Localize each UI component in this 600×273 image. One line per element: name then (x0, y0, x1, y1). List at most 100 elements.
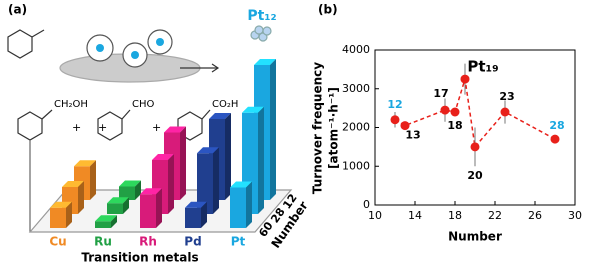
x-tick-label: 26 (528, 209, 542, 222)
x-tick-label: 10 (368, 209, 382, 222)
bar-side (90, 160, 96, 200)
point-label: 28 (549, 119, 564, 132)
bar (185, 201, 207, 228)
bar-top (107, 197, 129, 204)
bar-top (185, 201, 207, 208)
cluster (96, 44, 104, 52)
plus: + (152, 121, 161, 134)
bar-top (119, 180, 141, 187)
panel-label: (b) (318, 3, 338, 17)
x-tick-label: 18 (448, 209, 462, 222)
bar-front (107, 203, 123, 214)
annotation: Pt₁₉ (467, 58, 498, 76)
toluene (7, 29, 33, 59)
bar-top (230, 181, 252, 188)
bar-top (140, 188, 162, 195)
bar-side (213, 147, 219, 214)
x-label: Transition metals (81, 251, 198, 265)
product-label: CH₂OH (54, 99, 88, 110)
bar (119, 180, 141, 200)
bar-side (123, 197, 129, 214)
bar (107, 197, 129, 214)
y-tick-label: 0 (363, 198, 370, 211)
bar-top (62, 181, 84, 187)
x-tick-label: Pt (231, 235, 246, 249)
point (500, 107, 510, 117)
bar-side (225, 113, 231, 200)
point (550, 134, 560, 144)
bar-side (246, 181, 252, 228)
bar-front (185, 207, 201, 228)
line (394, 78, 556, 149)
methyl (31, 29, 45, 38)
x-label: Number (448, 230, 502, 244)
x-tick-label: 14 (408, 209, 422, 222)
point (400, 121, 410, 131)
y-label: Turnover frequency (311, 62, 325, 194)
bar-front (119, 186, 135, 200)
x-tick-label: 30 (568, 209, 582, 222)
y-label: [atom⁻¹·h⁻¹] (327, 87, 341, 169)
bar-side (111, 215, 117, 228)
x-tick-label: Ru (94, 235, 112, 249)
point (440, 105, 450, 115)
bar-front (140, 194, 156, 228)
bar-side (78, 181, 84, 214)
bar-side (168, 154, 174, 214)
y-tick-label: 1000 (342, 159, 370, 172)
x-tick-label: Rh (139, 235, 157, 249)
highlight-label: Pt₁₂ (247, 8, 276, 24)
product-label: CO₂H (212, 99, 238, 110)
arrow-head (211, 63, 220, 73)
bar-top (254, 59, 276, 65)
x-tick-label: Cu (49, 235, 66, 249)
bar (95, 215, 117, 228)
point (470, 142, 480, 152)
y-tick-label: 3000 (342, 82, 370, 95)
bar (140, 188, 162, 228)
bar-top (164, 126, 186, 133)
bar-front (197, 153, 213, 214)
bar-front (50, 207, 66, 228)
bar-top (74, 160, 96, 167)
point (450, 107, 460, 117)
point-label: 12 (387, 98, 402, 111)
bar-top (209, 113, 231, 119)
point-label: 17 (433, 87, 448, 100)
cluster (131, 51, 139, 59)
bar-top (50, 201, 72, 208)
plus: + (72, 121, 81, 134)
bar-top (197, 147, 219, 154)
point-label: 23 (499, 90, 514, 103)
bar-side (201, 201, 207, 228)
bar (197, 147, 219, 214)
bar-side (156, 188, 162, 228)
bar-front (230, 187, 246, 228)
bar (230, 181, 252, 228)
x-tick-label: 22 (488, 209, 502, 222)
bar-top (152, 154, 174, 160)
bar-side (258, 106, 264, 214)
bar-side (270, 59, 276, 200)
point (390, 115, 400, 125)
bar-top (95, 215, 117, 222)
bar-front (95, 221, 111, 228)
bar-top (242, 106, 264, 113)
product-label: CHO (132, 99, 155, 110)
point (460, 74, 470, 84)
y-tick-label: 4000 (342, 43, 370, 56)
bar-side (66, 201, 72, 228)
bar (50, 201, 72, 228)
point-label: 13 (405, 129, 420, 142)
benzyl-alcohol (17, 111, 43, 141)
bar-side (180, 126, 186, 200)
x-tick-label: Pd (184, 235, 201, 249)
y-tick-label: 2000 (342, 121, 370, 134)
cluster (156, 38, 164, 46)
bar-side (135, 180, 141, 200)
panel-label: (a) (8, 3, 27, 17)
plus: + (98, 121, 107, 134)
point-label: 20 (467, 169, 483, 182)
point-label: 18 (447, 119, 462, 132)
